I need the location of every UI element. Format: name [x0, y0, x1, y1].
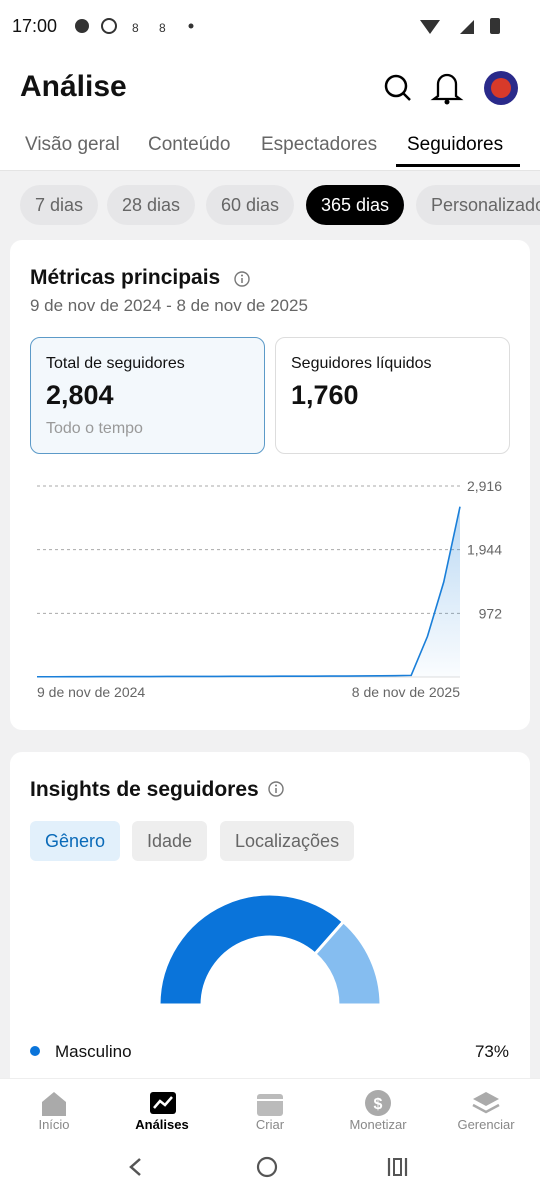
- info-icon[interactable]: [233, 270, 251, 288]
- metric-label: Total de seguidores: [46, 355, 185, 372]
- filter-chip[interactable]: Gênero: [30, 821, 121, 861]
- donut-segment: [157, 892, 346, 1007]
- donut-segment: [312, 919, 383, 1007]
- date-range: 9 de nov de 2024 - 8 de nov de 2025: [30, 296, 308, 315]
- filter-chip[interactable]: Idade: [132, 821, 208, 861]
- top-bar: [0, 0, 540, 170]
- x-tick-label: 9 de nov de 2024: [37, 684, 145, 700]
- nav-label[interactable]: Gerenciar: [457, 1117, 515, 1132]
- legend-value: 73%: [475, 1042, 509, 1061]
- system-nav: [0, 1140, 540, 1200]
- nav-label[interactable]: Criar: [255, 1117, 285, 1132]
- system-icons: [420, 18, 500, 34]
- y-tick-label: 1,944: [467, 542, 502, 558]
- period-chip[interactable]: 7 dias: [20, 185, 99, 225]
- header-actions[interactable]: [380, 70, 525, 106]
- legend-label: Masculino: [55, 1042, 132, 1061]
- tab[interactable]: Seguidores: [407, 134, 504, 155]
- tab[interactable]: Conteúdo: [148, 134, 231, 155]
- svg-text:$: $: [374, 1096, 383, 1113]
- period-chips: 7 dias 28 dias 60 dias 365 dias Personal…: [0, 180, 540, 230]
- y-tick-label: 2,916: [467, 478, 502, 494]
- card-title: Insights de seguidores: [30, 778, 259, 801]
- line-chart: 972 1,944 2,916 9 de nov de 2024 8 de nov de…: [37, 478, 503, 700]
- tab[interactable]: Visão geral: [25, 134, 120, 155]
- divider: [0, 170, 540, 171]
- metric-card[interactable]: Total de seguidores 2,804 Todo o tempo: [30, 337, 265, 454]
- period-chip[interactable]: 365 dias: [306, 185, 405, 225]
- period-chip[interactable]: 28 dias: [107, 185, 196, 225]
- nav-label[interactable]: Monetizar: [349, 1117, 407, 1132]
- nav-label[interactable]: Análises: [135, 1117, 189, 1132]
- area: [37, 506, 460, 677]
- metric-value: 1,760: [291, 380, 359, 410]
- status-time: 17:00: [12, 16, 58, 36]
- donut-chart: Masculino 73%: [30, 892, 509, 1061]
- metric-value: 2,804: [46, 380, 114, 410]
- nav-icons: $: [42, 1090, 500, 1116]
- y-tick-label: 972: [479, 605, 503, 621]
- page-title: Análise: [20, 70, 127, 103]
- legend-dot: [30, 1046, 40, 1056]
- info-icon[interactable]: [267, 780, 285, 798]
- filter-chip[interactable]: Localizações: [220, 821, 355, 861]
- line: [37, 506, 461, 678]
- metric-label: Seguidores líquidos: [291, 355, 432, 372]
- period-chip[interactable]: 60 dias: [206, 185, 295, 225]
- metric-note: Todo o tempo: [46, 420, 143, 437]
- svg-text:8: 8: [159, 21, 166, 35]
- period-chip[interactable]: Personalizado: [416, 185, 540, 225]
- tab-indicator: [396, 164, 520, 167]
- nav-label[interactable]: Início: [38, 1117, 70, 1132]
- system-nav-buttons[interactable]: [0, 1150, 540, 1186]
- x-tick-label: 8 de nov de 2025: [352, 684, 460, 700]
- svg-text:8: 8: [132, 21, 139, 35]
- card-title: Métricas principais: [30, 266, 221, 289]
- metric-card[interactable]: Seguidores líquidos 1,760: [275, 337, 510, 454]
- tab[interactable]: Espectadores: [261, 134, 378, 155]
